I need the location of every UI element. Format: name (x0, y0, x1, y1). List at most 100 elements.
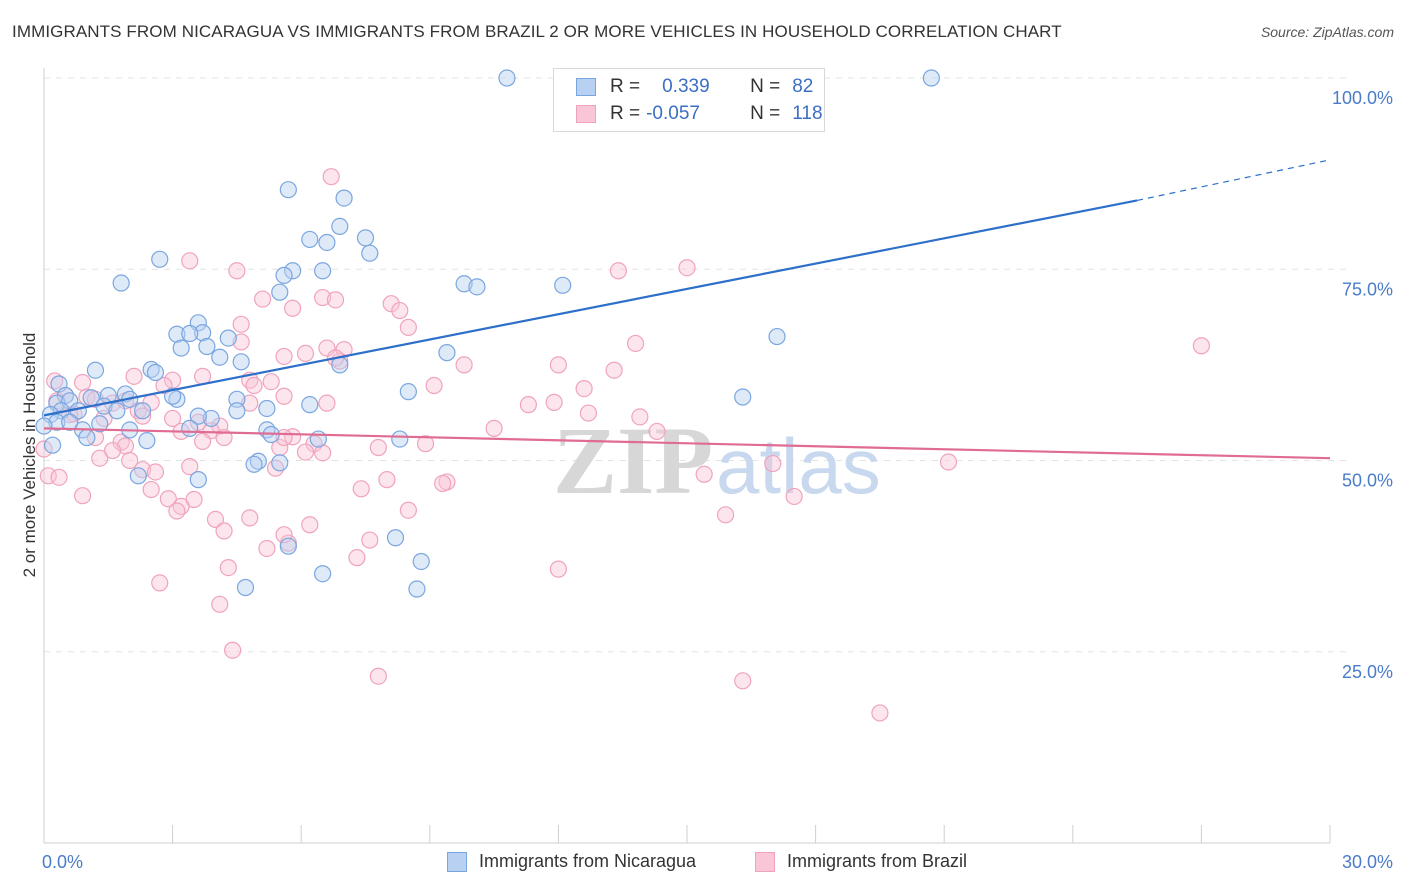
nicaragua-point (181, 419, 199, 437)
r-label: R = (610, 76, 641, 97)
nicaragua-legend-swatch (447, 851, 467, 872)
legend-row-brazil: R = -0.057 N = 118 (576, 101, 823, 127)
n-label: N = (750, 103, 781, 124)
brazil-point (103, 441, 122, 460)
nicaragua-point (86, 361, 105, 379)
brazil-point (73, 373, 92, 392)
nicaragua-point (189, 407, 207, 425)
nicaragua-point (172, 339, 190, 357)
brazil-point (73, 487, 92, 505)
nicaragua-point (361, 244, 379, 262)
nicaragua-point (279, 537, 297, 555)
y-tick-label: 50.0% (1342, 471, 1393, 491)
nicaragua-points (35, 69, 940, 598)
brazil-point (151, 574, 169, 592)
nicaragua-point (734, 388, 752, 406)
nicaragua-point (554, 276, 572, 294)
brazil-point (206, 510, 225, 529)
brazil-point (194, 432, 212, 450)
brazil-point (326, 291, 345, 309)
brazil-point (348, 549, 366, 567)
n-label: N = (750, 76, 781, 97)
nicaragua-point (129, 467, 147, 485)
brazil-legend-label: Immigrants from Brazil (787, 851, 968, 871)
brazil-point (369, 667, 387, 685)
nicaragua-point (236, 578, 255, 597)
nicaragua-point (112, 274, 130, 292)
r-label: R = (610, 103, 641, 124)
brazil-point (125, 367, 143, 385)
brazil-point (369, 438, 387, 457)
watermark: ZIP atlas (553, 407, 881, 514)
nicaragua-point (768, 327, 786, 346)
nicaragua-point (245, 455, 263, 473)
nicaragua-point (219, 329, 237, 347)
nicaragua-point (455, 275, 473, 293)
legend-item-brazil: Immigrants from Brazil (755, 851, 967, 872)
brazil-point (211, 595, 229, 613)
nicaragua-point (922, 69, 940, 87)
nicaragua-point (194, 324, 212, 342)
brazil-point (575, 379, 593, 398)
brazil-point (245, 376, 263, 395)
nicaragua-point (284, 262, 302, 280)
nicaragua-point (271, 283, 289, 301)
nicaragua-point (211, 348, 229, 366)
nicaragua-point (146, 363, 165, 382)
brazil-point (133, 407, 152, 425)
nicaragua-point (108, 402, 126, 420)
brazil-point (716, 506, 735, 524)
brazil-point (296, 344, 315, 362)
nicaragua-point (78, 428, 96, 447)
brazil-point (361, 531, 379, 549)
brazil-point (695, 465, 713, 483)
brazil-point (275, 347, 293, 366)
nicaragua-point (314, 565, 332, 583)
brazil-point (232, 315, 250, 333)
trend-lines (43, 159, 1331, 460)
brazil-point (91, 449, 109, 467)
nicaragua-point (258, 399, 276, 418)
brazil-point (382, 295, 400, 313)
brazil-point (194, 367, 212, 385)
brazil-n-value: 118 (792, 103, 823, 124)
brazil-point (318, 394, 336, 412)
nicaragua-point (314, 262, 332, 280)
brazil-point (631, 408, 649, 426)
brazil-point (271, 438, 289, 457)
brazil-point (241, 509, 259, 527)
brazil-point (181, 252, 199, 270)
brazil-trend-line (43, 427, 1331, 460)
brazil-point (275, 387, 293, 405)
brazil-point (626, 334, 645, 353)
brazil-point (219, 558, 237, 577)
brazil-point (609, 262, 628, 280)
nicaragua-n-value: 82 (792, 76, 814, 97)
brazil-point (301, 516, 319, 534)
brazil-point (189, 413, 207, 431)
y-tick-label: 100.0% (1332, 88, 1393, 108)
axes (43, 68, 1331, 844)
nicaragua-point (399, 383, 417, 401)
brazil-point (254, 290, 272, 308)
brazil-point (391, 301, 409, 320)
nicaragua-point (228, 402, 246, 420)
source-label: Source: ZipAtlas.com (1260, 24, 1394, 40)
brazil-point (164, 409, 182, 428)
nicaragua-point (335, 189, 353, 207)
brazil-point (549, 356, 568, 374)
brazil-point (142, 480, 160, 499)
nicaragua-point (198, 337, 216, 356)
y-axis-label: 2 or more Vehicles in Household (20, 333, 39, 578)
nicaragua-point (35, 417, 53, 435)
brazil-point (352, 480, 370, 498)
brazil-point (296, 443, 315, 461)
brazil-point (146, 463, 165, 481)
nicaragua-point (133, 402, 152, 420)
brazil-point (734, 672, 752, 690)
brazil-legend-swatch (755, 851, 775, 872)
nicaragua-point (498, 69, 516, 87)
x-tick-label: 30.0% (1342, 852, 1393, 872)
nicaragua-point (164, 387, 182, 405)
